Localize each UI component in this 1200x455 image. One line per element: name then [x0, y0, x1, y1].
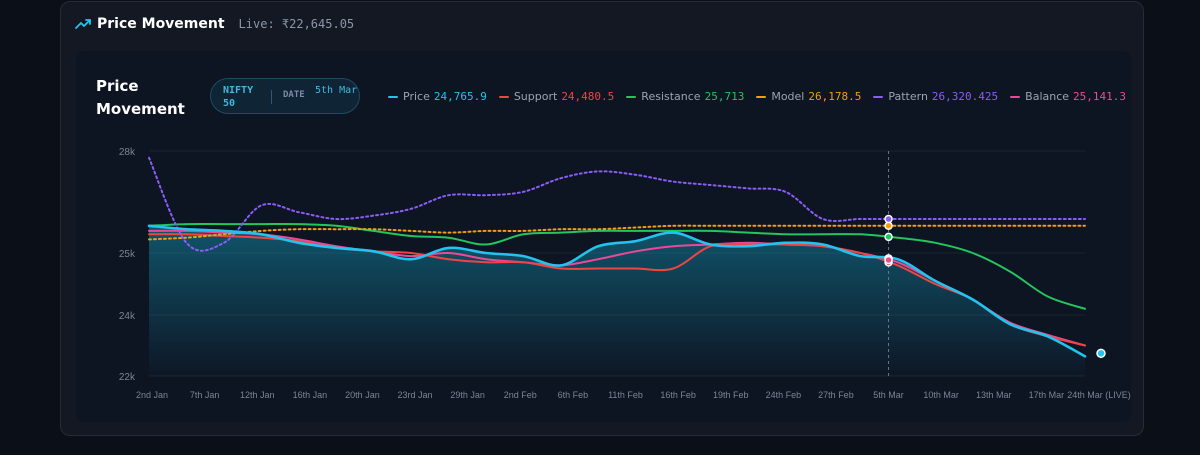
legend-name: Pattern — [888, 90, 928, 103]
legend-item-resistance[interactable]: Resistance 25,713 — [626, 90, 744, 103]
legend-name: Support — [513, 90, 558, 103]
legend-name: Balance — [1025, 90, 1070, 103]
x-tick-label: 17th Mar — [1029, 390, 1065, 400]
legend-value: 25,141.3 — [1073, 90, 1127, 103]
chart-legend: Price 24,765.9 Support 24,480.5 Resistance 25… — [388, 90, 1126, 103]
date-label: DATE — [283, 90, 305, 100]
price-area-fill — [149, 225, 1085, 376]
symbol-date-pill[interactable]: NIFTY 50 DATE 5th Mar — [210, 78, 360, 114]
legend-value: 26,320.425 — [931, 90, 999, 103]
live-point-marker — [1096, 348, 1106, 359]
price-movement-card: Price Movement Live: ₹22,645.05 Price Mo… — [60, 1, 1144, 436]
crosshair-point-resistance — [884, 232, 893, 242]
x-tick-label: 13th Mar — [976, 390, 1012, 400]
y-tick-label: 22k — [119, 372, 136, 383]
x-tick-label: 7th Jan — [190, 390, 220, 400]
legend-item-price[interactable]: Price 24,765.9 — [388, 90, 487, 103]
x-tick-label: 29th Jan — [450, 390, 485, 400]
legend-name: Resistance — [641, 90, 701, 103]
x-tick-label: 27th Feb — [818, 390, 854, 400]
date-value: 5th Mar — [315, 85, 358, 96]
symbol-label: NIFTY 50 — [223, 85, 254, 109]
x-tick-label: 16th Feb — [660, 390, 696, 400]
x-tick-label: 20th Jan — [345, 390, 380, 400]
series-line-pattern — [148, 156, 1086, 252]
legend-name: Price — [403, 90, 430, 103]
legend-swatch — [756, 95, 767, 98]
pill-separator — [271, 90, 272, 104]
legend-item-support[interactable]: Support 24,480.5 — [498, 90, 615, 103]
x-tick-label: 10th Mar — [923, 390, 959, 400]
y-tick-label: 24k — [119, 311, 136, 322]
x-tick-label: 19th Feb — [713, 390, 749, 400]
live-price-label: Live: ₹22,645.05 — [238, 17, 355, 31]
x-tick-label: 24th Feb — [766, 390, 802, 400]
series-line-resistance — [148, 222, 1086, 310]
y-tick-label: 25k — [119, 249, 136, 260]
legend-swatch — [388, 95, 398, 98]
x-tick-label: 5th Mar — [873, 390, 904, 400]
legend-swatch — [873, 95, 884, 98]
x-tick-label: 16th Jan — [293, 390, 328, 400]
card-header: Price Movement Live: ₹22,645.05 — [75, 16, 354, 32]
legend-value: 25,713 — [704, 90, 745, 103]
crosshair-point-model — [884, 221, 893, 231]
crosshair-point-pattern — [884, 214, 893, 224]
x-tick-label: 23rd Jan — [398, 390, 433, 400]
y-tick-label: 28k — [119, 147, 136, 158]
x-tick-label: 2nd Jan — [136, 390, 168, 400]
legend-item-model[interactable]: Model 26,178.5 — [756, 90, 861, 103]
legend-value: 24,480.5 — [561, 90, 615, 103]
crosshair-point-balance — [884, 255, 893, 265]
legend-swatch — [626, 95, 637, 98]
legend-swatch — [498, 95, 509, 98]
legend-swatch — [1010, 95, 1021, 98]
x-tick-label: 11th Feb — [608, 390, 643, 400]
trend-up-icon — [75, 19, 91, 29]
legend-item-pattern[interactable]: Pattern 26,320.425 — [873, 90, 998, 103]
legend-item-balance[interactable]: Balance 25,141.3 — [1010, 90, 1126, 103]
series-line-price — [147, 224, 1087, 358]
legend-value: 26,178.5 — [808, 90, 862, 103]
legend-name: Model — [771, 90, 805, 103]
x-tick-label: 12th Jan — [240, 390, 275, 400]
series-line-support — [148, 233, 1086, 347]
price-chart[interactable]: 22k 24k 25k 28k 2nd Jan 7th Jan 12th Jan 16th J… — [61, 2, 1145, 437]
legend-value: 24,765.9 — [433, 90, 487, 103]
x-tick-label: 24th Mar (LIVE) — [1067, 390, 1131, 400]
card-title: Price Movement — [97, 16, 225, 32]
x-tick-label: 6th Feb — [558, 390, 589, 400]
panel-title: Price Movement — [96, 77, 185, 118]
x-tick-label: 2nd Feb — [504, 390, 537, 400]
